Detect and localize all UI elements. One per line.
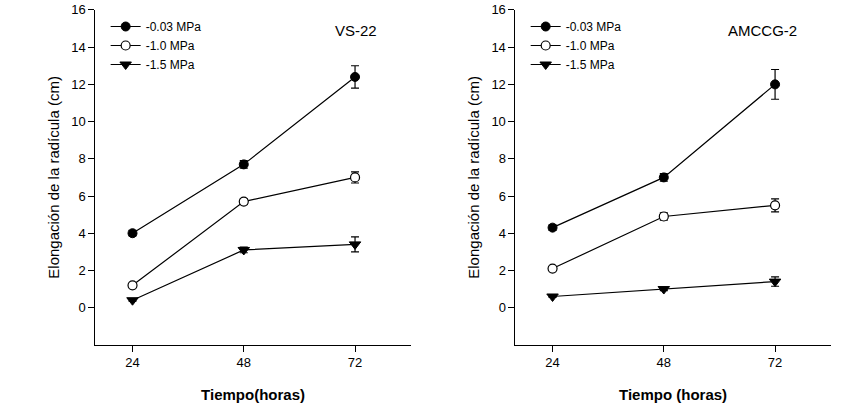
svg-text:4: 4 (79, 226, 86, 241)
svg-text:14: 14 (491, 40, 505, 55)
svg-text:2: 2 (79, 263, 86, 278)
svg-text:-1.0 MPa: -1.0 MPa (566, 39, 615, 53)
svg-text:4: 4 (499, 226, 506, 241)
svg-text:0: 0 (499, 300, 506, 315)
svg-text:14: 14 (71, 40, 85, 55)
svg-text:-0.03 MPa: -0.03 MPa (146, 20, 202, 34)
svg-text:24: 24 (545, 355, 559, 370)
svg-text:72: 72 (348, 355, 362, 370)
svg-text:72: 72 (768, 355, 782, 370)
svg-text:6: 6 (499, 189, 506, 204)
svg-text:10: 10 (491, 114, 505, 129)
svg-text:16: 16 (71, 2, 85, 17)
svg-text:12: 12 (491, 77, 505, 92)
svg-text:Tiempo(horas): Tiempo(horas) (201, 386, 305, 403)
svg-text:2: 2 (499, 263, 506, 278)
svg-text:AMCCG-2: AMCCG-2 (728, 22, 797, 39)
svg-text:16: 16 (491, 2, 505, 17)
svg-text:-1.5 MPa: -1.5 MPa (566, 58, 615, 72)
svg-text:Elongación de la radícula (cm): Elongación de la radícula (cm) (45, 76, 62, 279)
svg-text:8: 8 (499, 151, 506, 166)
svg-text:10: 10 (71, 114, 85, 129)
svg-text:0: 0 (79, 300, 86, 315)
svg-text:24: 24 (125, 355, 139, 370)
svg-text:8: 8 (79, 151, 86, 166)
svg-text:Elongación de la radícula (cm): Elongación de la radícula (cm) (465, 76, 482, 279)
svg-text:48: 48 (237, 355, 251, 370)
svg-text:-0.03 MPa: -0.03 MPa (566, 20, 622, 34)
svg-text:12: 12 (71, 77, 85, 92)
svg-text:48: 48 (657, 355, 671, 370)
svg-text:VS-22: VS-22 (335, 22, 377, 39)
svg-text:-1.5 MPa: -1.5 MPa (146, 58, 195, 72)
svg-text:Tiempo (horas): Tiempo (horas) (619, 386, 727, 403)
svg-text:6: 6 (79, 189, 86, 204)
svg-text:-1.0 MPa: -1.0 MPa (146, 39, 195, 53)
